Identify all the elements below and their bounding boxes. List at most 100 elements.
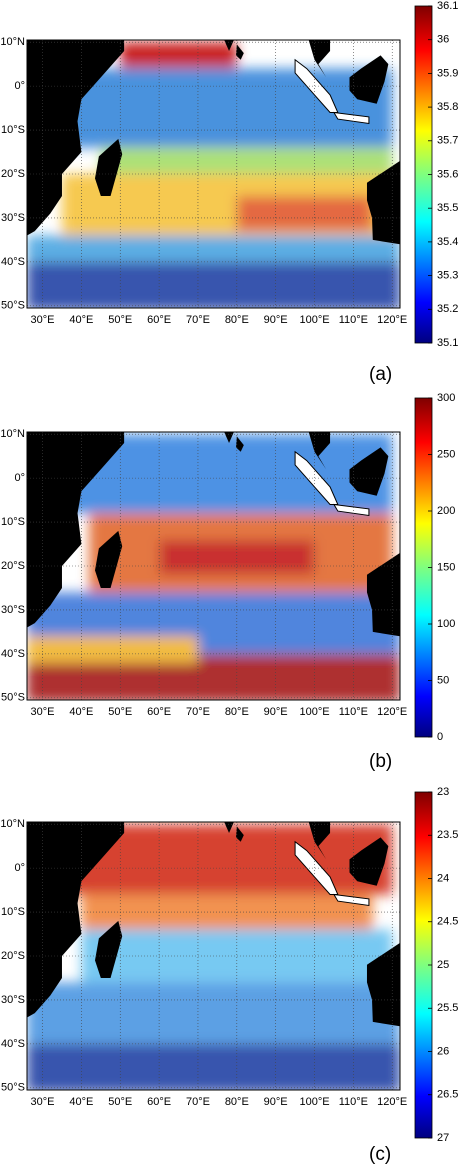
observation-band — [27, 636, 198, 663]
colorbar-tick-label: 26.5 — [437, 1089, 458, 1101]
map-frame — [26, 39, 401, 309]
observation-band — [81, 929, 393, 983]
india-tip — [224, 40, 234, 51]
observation-band — [27, 1043, 400, 1090]
x-tick-label: 70°E — [186, 706, 210, 718]
panel-label: (b) — [369, 751, 392, 772]
australia — [366, 552, 400, 637]
australia — [366, 160, 400, 245]
colorbar-tick-label: 150 — [437, 561, 455, 573]
observation-band — [81, 894, 373, 930]
java — [333, 893, 370, 907]
observation-band — [27, 261, 400, 308]
colorbar-tick-label: 35.9 — [437, 67, 458, 79]
y-tick-label: 10°S — [1, 906, 25, 918]
colorbar-tick-label: 50 — [437, 674, 449, 686]
map-content — [27, 425, 400, 700]
java — [333, 503, 370, 517]
sri-lanka — [236, 436, 244, 452]
colorbar-tick-label: 27 — [437, 1132, 449, 1144]
sri-lanka — [236, 826, 244, 842]
y-tick-label: 20°S — [1, 950, 25, 962]
y-tick-label: 10°N — [0, 36, 25, 48]
map-panel: 30°E 40°E 50°E 60°E 70°E 80°E 90°E 100°E 110°E 12… — [0, 392, 455, 772]
x-tick-label: 70°E — [186, 314, 210, 326]
sea-asia — [308, 40, 331, 78]
y-tick-label: 10°N — [0, 428, 25, 440]
y-tick-label: 10°S — [1, 124, 25, 136]
africa — [27, 822, 125, 1018]
colorbar-tick-label: 35.1 — [437, 337, 458, 349]
y-tick-label: 30°S — [1, 994, 25, 1006]
colorbar-tick-label: 35.6 — [437, 168, 458, 180]
map-frame — [26, 431, 401, 701]
observation-band — [236, 195, 373, 232]
colorbar-tick-label: 35.8 — [437, 101, 458, 113]
colorbar-tick-label: 36 — [437, 34, 449, 46]
x-tick-label: 100°E — [299, 314, 329, 326]
x-tick-label: 120°E — [377, 314, 407, 326]
india-tip — [224, 432, 234, 443]
map-frame — [26, 821, 401, 1091]
sea-asia — [308, 822, 331, 860]
borneo — [349, 837, 389, 886]
y-tick-label: 30°S — [1, 212, 25, 224]
x-tick-label: 110°E — [339, 314, 368, 326]
colorbar-tick-label: 35.5 — [437, 202, 458, 214]
colorbar-tick-label: 35.3 — [437, 270, 458, 282]
australia — [366, 942, 400, 1027]
x-tick-label: 60°E — [147, 1096, 171, 1108]
colorbar-tick-label: 23.5 — [437, 829, 458, 841]
panel-label: (c) — [369, 1144, 391, 1165]
colorbar-tick-label: 25 — [437, 959, 449, 971]
java — [333, 111, 370, 125]
borneo — [349, 447, 389, 496]
x-tick-label: 80°E — [225, 314, 249, 326]
x-tick-label: 40°E — [69, 1096, 93, 1108]
x-tick-label: 50°E — [108, 1096, 132, 1108]
y-tick-label: 50°S — [1, 692, 25, 704]
madagascar — [94, 920, 123, 978]
observation-band — [27, 235, 400, 262]
madagascar — [94, 138, 123, 196]
africa — [27, 40, 125, 236]
y-tick-label: 50°S — [1, 1082, 25, 1094]
y-tick-label: 40°S — [1, 1038, 25, 1050]
y-tick-label: 20°S — [1, 168, 25, 180]
x-tick-label: 30°E — [31, 1096, 55, 1108]
colorbar-tick-label: 23 — [437, 786, 449, 798]
colorbar-tick-label: 300 — [437, 392, 455, 404]
x-tick-label: 100°E — [299, 1096, 329, 1108]
y-tick-label: 20°S — [1, 560, 25, 572]
x-tick-label: 50°E — [108, 706, 132, 718]
x-tick-label: 40°E — [69, 314, 93, 326]
map-content — [27, 822, 400, 1090]
x-tick-label: 30°E — [31, 706, 55, 718]
map-content — [27, 40, 400, 308]
y-tick-label: 40°S — [1, 256, 25, 268]
colorbar-tick-label: 24.5 — [437, 916, 458, 928]
observation-field — [27, 42, 400, 308]
colorbar-tick-label: 25.5 — [437, 1002, 458, 1014]
y-tick-label: 0° — [14, 862, 25, 874]
y-tick-label: 0° — [14, 80, 25, 92]
y-tick-label: 0° — [14, 472, 25, 484]
x-tick-label: 60°E — [147, 314, 171, 326]
colorbar-tick-label: 0 — [437, 731, 443, 743]
arabia — [112, 425, 159, 432]
x-tick-label: 120°E — [377, 706, 407, 718]
observation-band — [120, 42, 237, 69]
colorbar-tick-label: 26 — [437, 1045, 449, 1057]
x-tick-label: 80°E — [225, 1096, 249, 1108]
x-tick-label: 50°E — [108, 314, 132, 326]
x-tick-label: 110°E — [339, 1096, 368, 1108]
x-tick-label: 80°E — [225, 706, 249, 718]
colorbar-tick-label: 250 — [437, 448, 455, 460]
x-tick-label: 90°E — [264, 314, 288, 326]
colorbar-tick-label: 100 — [437, 618, 455, 630]
colorbar-tick-label: 35.7 — [437, 135, 458, 147]
colorbar-tick-label: 24 — [437, 872, 449, 884]
x-tick-label: 90°E — [264, 706, 288, 718]
